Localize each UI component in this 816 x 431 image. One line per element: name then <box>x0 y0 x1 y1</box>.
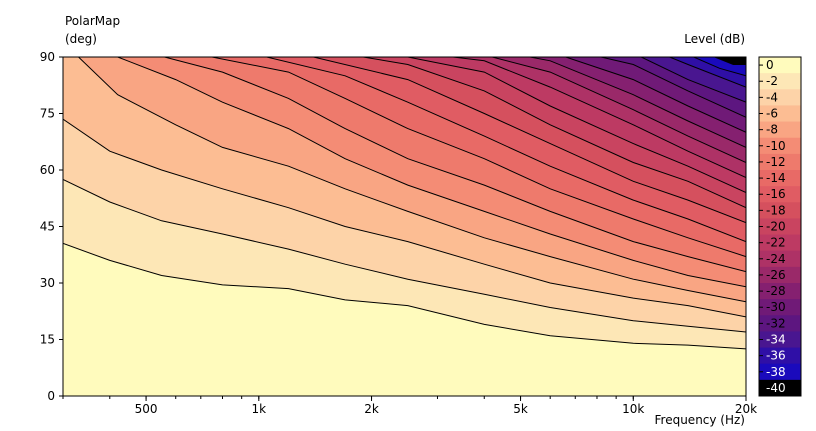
contour-line-38 <box>693 57 746 77</box>
x-tick-label: 5k <box>513 402 528 416</box>
colorbar-swatch-30 <box>759 299 801 316</box>
contour-line-28 <box>529 57 746 148</box>
colorbar-label-10: -10 <box>766 139 786 153</box>
colorbar-frame <box>758 56 802 397</box>
contour-line-14 <box>211 57 746 258</box>
band-40 <box>714 57 746 65</box>
colorbar-swatch-8 <box>759 121 801 139</box>
colorbar-label-26: -26 <box>766 268 786 282</box>
colorbar-label-22: -22 <box>766 236 786 250</box>
contour-line-22 <box>407 57 746 194</box>
colorbar-label-20: -20 <box>766 220 786 234</box>
colorbar-label-40: -40 <box>766 381 786 395</box>
colorbar-swatch-0 <box>759 57 801 74</box>
colorbar-label-34: -34 <box>766 333 786 347</box>
colorbar-swatch-18 <box>759 202 801 219</box>
contour-line-40 <box>714 57 746 65</box>
colorbar-label-8: -8 <box>766 123 778 137</box>
contour-line-6 <box>63 118 746 318</box>
contour-line-2 <box>63 242 746 350</box>
contour-line-12 <box>164 57 746 273</box>
colorbar-swatch-26 <box>759 266 801 284</box>
colorbar-swatch-20 <box>759 218 801 236</box>
colorbar-label-38: -38 <box>766 365 786 379</box>
x-tick-label: 2k <box>364 402 379 416</box>
contour-line-32 <box>600 57 746 118</box>
colorbar-label-4: -4 <box>766 90 778 104</box>
colorbar-label-28: -28 <box>766 284 786 298</box>
colorbar-label-18: -18 <box>766 203 786 217</box>
x-axis-label: Frequency (Hz) <box>655 413 746 427</box>
colorbar-label-2: -2 <box>766 74 778 88</box>
colorbar-label-12: -12 <box>766 155 786 169</box>
chart-title: PolarMap <box>65 14 120 28</box>
y-tick-label: 30 <box>40 276 55 290</box>
colorbar-swatch-40 <box>759 379 801 397</box>
colorbar-swatch-34 <box>759 331 801 349</box>
contour-line-20 <box>363 57 746 209</box>
y-tick-label: 0 <box>47 389 55 403</box>
colorbar-label-0: 0 <box>766 58 774 72</box>
contour-line-24 <box>452 57 746 178</box>
y-tick-label: 45 <box>40 220 55 234</box>
contour-line-16 <box>266 57 746 243</box>
contour-line-30 <box>565 57 746 133</box>
contour-line-10 <box>117 57 746 288</box>
contour-line-18 <box>313 57 746 224</box>
colorbar-label-6: -6 <box>766 107 778 121</box>
contour-line-4 <box>63 178 746 333</box>
colorbar-label-30: -30 <box>766 300 786 314</box>
colorbar-label-32: -32 <box>766 316 786 330</box>
colorbar-swatch-10 <box>759 137 801 155</box>
colorbar-swatch-24 <box>759 250 801 268</box>
colorbar-swatch-16 <box>759 186 801 203</box>
contour-line-36 <box>669 57 746 88</box>
colorbar-label-14: -14 <box>766 171 786 185</box>
colorbar-swatch-22 <box>759 234 801 252</box>
colorbar-swatch-12 <box>759 153 801 171</box>
colorbar-label-16: -16 <box>766 187 786 201</box>
y-tick-label: 90 <box>40 50 55 64</box>
colorbar-swatch-36 <box>759 347 801 365</box>
y-tick-label: 60 <box>40 163 55 177</box>
y-axis-label: (deg) <box>65 32 97 46</box>
contour-line-26 <box>492 57 746 163</box>
x-tick-label: 10k <box>622 402 644 416</box>
colorbar-swatch-38 <box>759 363 801 381</box>
colorbar-swatch-32 <box>759 315 801 332</box>
x-tick-label: 20k <box>735 402 757 416</box>
contour-line-8 <box>78 57 746 303</box>
colorbar-label-36: -36 <box>766 349 786 363</box>
colorbar-label: Level (dB) <box>684 32 745 46</box>
colorbar-swatch-6 <box>759 105 801 123</box>
x-tick-label: 500 <box>135 402 158 416</box>
colorbar-swatch-14 <box>759 170 801 187</box>
colorbar-swatch-2 <box>759 73 801 90</box>
colorbar-swatch-28 <box>759 283 801 300</box>
y-tick-label: 75 <box>40 107 55 121</box>
x-tick-label: 1k <box>252 402 267 416</box>
y-tick-label: 15 <box>40 333 55 347</box>
contour-line-34 <box>640 57 746 103</box>
colorbar-swatch-4 <box>759 89 801 106</box>
colorbar-label-24: -24 <box>766 252 786 266</box>
